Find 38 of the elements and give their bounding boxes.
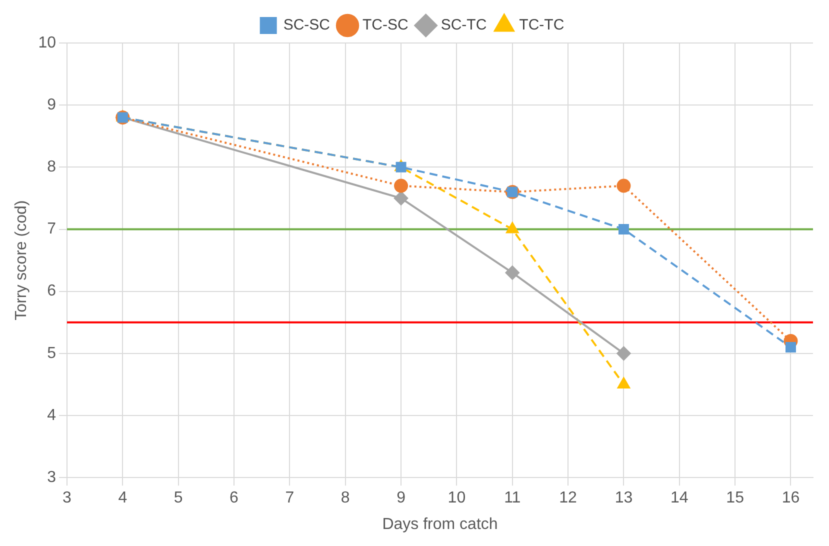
y-tick-label: 4	[47, 406, 56, 424]
x-tick-label: 15	[726, 490, 744, 507]
y-tick-label: 6	[47, 282, 56, 300]
y-tick-label: 9	[47, 96, 56, 114]
legend-label: SC-SC	[283, 16, 330, 34]
y-tick-label: 10	[38, 34, 56, 52]
point	[505, 266, 520, 280]
x-tick-label: 6	[230, 490, 239, 507]
x-tick-label: 9	[396, 490, 406, 507]
x-tick-label: 5	[174, 490, 183, 507]
x-tick-label: 7	[285, 490, 294, 507]
point	[394, 191, 408, 206]
legend-label: SC-TC	[440, 16, 487, 34]
y-axis-title: Torry score (cod)	[13, 200, 30, 320]
y-tick-label: 7	[47, 220, 56, 238]
point	[506, 222, 519, 234]
x-tick-label: 11	[504, 490, 521, 507]
x-tick-label: 3	[62, 490, 72, 507]
legend-label: TC-SC	[362, 16, 409, 34]
x-tick-label: 10	[448, 490, 466, 507]
x-axis-title: Days from catch	[382, 516, 498, 533]
point	[394, 178, 408, 193]
x-tick-label: 12	[559, 490, 578, 507]
y-tick-label: 8	[47, 158, 56, 176]
point	[396, 162, 406, 172]
x-tick-label: 16	[782, 490, 800, 507]
x-tick-label: 8	[340, 490, 350, 507]
y-tick-label: 5	[47, 344, 56, 362]
point	[616, 178, 631, 193]
point	[785, 342, 796, 352]
x-tick-label: 4	[118, 490, 128, 507]
legend-label: TC-TC	[519, 16, 564, 34]
point	[618, 377, 630, 388]
y-tick-label: 3	[47, 469, 56, 486]
point	[616, 346, 631, 360]
x-tick-label: 14	[670, 490, 688, 507]
x-tick-label: 13	[614, 490, 633, 507]
point	[618, 224, 629, 234]
